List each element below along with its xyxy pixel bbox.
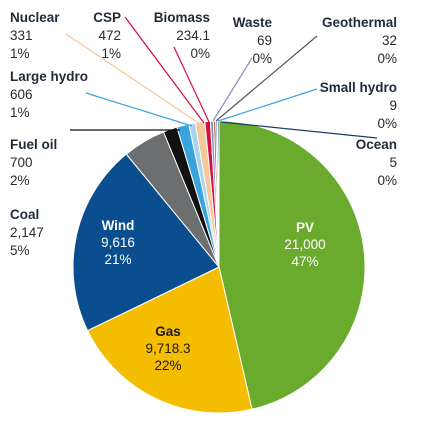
label-biomass-pct: 0% xyxy=(190,46,210,61)
label-ocean-pct: 0% xyxy=(377,173,397,188)
label-wind-value: 9,616 xyxy=(101,235,135,250)
label-csp-value: 472 xyxy=(98,28,121,43)
label-geothermal-pct: 0% xyxy=(377,51,397,66)
label-biomass-value: 234.1 xyxy=(176,28,210,43)
label-fuel-oil-pct: 2% xyxy=(10,173,30,188)
label-geothermal-name: Geothermal xyxy=(322,15,397,30)
label-ocean-value: 5 xyxy=(389,155,397,170)
label-coal-pct: 5% xyxy=(10,243,30,258)
label-coal-value: 2,147 xyxy=(10,225,44,240)
label-pv-pct: 47% xyxy=(291,254,318,269)
label-gas-pct: 22% xyxy=(154,358,181,373)
leader-line-waste xyxy=(212,57,253,122)
label-coal-name: Coal xyxy=(10,207,39,222)
leader-line-geothermal xyxy=(215,35,318,122)
label-ocean-name: Ocean xyxy=(356,137,397,152)
leader-lines xyxy=(65,16,378,139)
label-wind-name: Wind xyxy=(102,218,135,233)
label-gas-name: Gas xyxy=(155,324,181,339)
label-wind-pct: 21% xyxy=(104,252,131,267)
label-waste-name: Waste xyxy=(233,15,273,30)
slice-labels: PV 21,000 47% Gas 9,718.3 22% Wind 9,616 21% Coal… xyxy=(10,10,397,373)
leader-line-large-hydro xyxy=(85,92,193,127)
label-large-hydro-value: 606 xyxy=(10,87,33,102)
label-small-hydro-name: Small hydro xyxy=(320,80,397,95)
label-small-hydro-value: 9 xyxy=(389,98,397,113)
label-waste-pct: 0% xyxy=(252,51,272,66)
label-nuclear-value: 331 xyxy=(10,28,33,43)
leader-line-small-hydro xyxy=(217,88,318,122)
label-csp-name: CSP xyxy=(93,10,121,25)
label-geothermal-value: 32 xyxy=(382,33,397,48)
label-large-hydro-pct: 1% xyxy=(10,105,30,120)
label-nuclear-name: Nuclear xyxy=(10,10,60,25)
label-fuel-oil-value: 700 xyxy=(10,155,33,170)
label-pv-value: 21,000 xyxy=(284,237,325,252)
label-small-hydro-pct: 0% xyxy=(377,116,397,131)
label-large-hydro-name: Large hydro xyxy=(10,69,88,84)
pie-slices xyxy=(72,120,366,414)
label-fuel-oil-name: Fuel oil xyxy=(10,137,57,152)
leader-line-biomass xyxy=(173,46,210,123)
leader-line-nuclear xyxy=(65,33,201,125)
label-gas-value: 9,718.3 xyxy=(145,341,190,356)
slice-wind xyxy=(72,153,220,332)
leader-line-csp xyxy=(124,16,205,124)
slice-gas xyxy=(86,266,253,414)
slice-pv xyxy=(218,120,366,410)
label-pv-name: PV xyxy=(296,220,314,235)
label-nuclear-pct: 1% xyxy=(10,46,30,61)
leader-line-ocean xyxy=(220,121,378,139)
label-waste-value: 69 xyxy=(257,33,272,48)
label-csp-pct: 1% xyxy=(101,46,121,61)
label-biomass-name: Biomass xyxy=(154,10,210,25)
